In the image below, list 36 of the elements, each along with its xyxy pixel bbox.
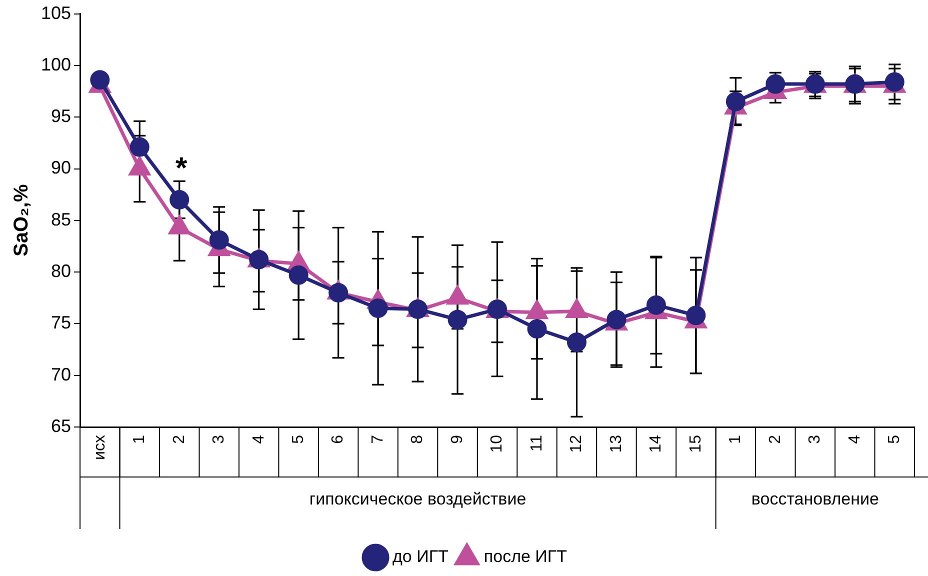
x-tick-label: исх xyxy=(91,435,108,460)
x-tick-label: 2 xyxy=(170,434,188,444)
y-tick-label: 95 xyxy=(51,106,72,126)
y-tick-label: 105 xyxy=(40,2,72,23)
text: восстановление xyxy=(751,490,879,509)
x-tick-label: 8 xyxy=(409,434,426,444)
x-tick-label: 5 xyxy=(886,434,904,444)
text: гипоксическое воздействие xyxy=(309,490,526,509)
x-tick-label: 1 xyxy=(131,434,148,444)
x-tick-label: 4 xyxy=(846,434,864,444)
y-tick-label: 65 xyxy=(51,416,72,436)
x-tick-label: 14 xyxy=(648,434,665,453)
x-tick-label: 1 xyxy=(727,434,744,444)
x-tick-label: 2 xyxy=(766,434,784,444)
x-tick-label: 9 xyxy=(448,434,466,444)
x-tick-label: 3 xyxy=(210,434,228,444)
x-tick-label: 3 xyxy=(806,434,824,444)
y-tick-label: 80 xyxy=(51,261,72,282)
legend-label: до ИГТ xyxy=(392,547,448,566)
x-tick-label: 15 xyxy=(687,434,704,453)
x-tick-label: 10 xyxy=(488,434,506,453)
annotation: * xyxy=(176,152,188,186)
y-tick-label: 85 xyxy=(51,209,72,230)
x-tick-label: 6 xyxy=(330,434,347,444)
x-tick-label: 13 xyxy=(608,434,625,453)
x-tick-label: 12 xyxy=(568,434,586,453)
x-tick-label: 7 xyxy=(369,434,386,444)
y-tick-label: 75 xyxy=(51,312,72,333)
y-axis-title: SaO₂,% xyxy=(10,184,33,257)
y-tick-label: 70 xyxy=(51,364,72,384)
y-tick-label: 90 xyxy=(51,158,72,178)
y-tick-label: 100 xyxy=(40,54,72,74)
x-tick-label: 5 xyxy=(290,434,307,444)
x-tick-label: 4 xyxy=(250,434,268,444)
x-tick-label: 11 xyxy=(528,434,546,452)
legend-label: после ИГТ xyxy=(484,547,567,566)
